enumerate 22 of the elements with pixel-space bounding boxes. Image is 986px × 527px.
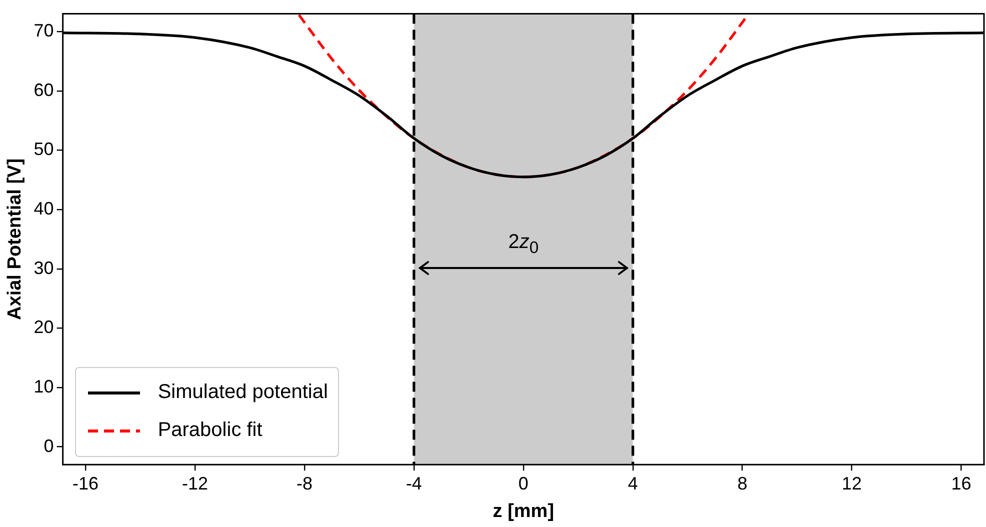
y-tick-label: 20 — [34, 317, 54, 338]
x-tick-label: -4 — [406, 473, 422, 494]
y-tick-label: 0 — [44, 436, 54, 456]
legend-label: Simulated potential — [158, 381, 328, 404]
y-tick-label: 60 — [34, 80, 54, 100]
y-tick-label: 10 — [34, 376, 54, 396]
x-tick-label: -16 — [72, 473, 99, 494]
x-tick-label: 4 — [628, 473, 638, 494]
y-axis-title: Axial Potential [V] — [4, 158, 26, 320]
legend-label: Parabolic fit — [158, 419, 262, 442]
x-tick-label: 0 — [518, 473, 528, 494]
x-tick-label: 8 — [737, 473, 748, 494]
y-tick-label: 50 — [34, 139, 54, 160]
y-tick-label: 30 — [34, 258, 54, 278]
y-tick-label: 40 — [34, 198, 54, 219]
x-tick-label: -8 — [296, 473, 312, 494]
x-tick-label: 12 — [842, 473, 862, 494]
x-tick-label: 16 — [951, 473, 972, 494]
x-axis-title: z [mm] — [492, 500, 554, 522]
annotation: 2z$_{0}$ — [507, 230, 540, 259]
x-tick-label: -12 — [182, 473, 208, 494]
y-tick-label: 70 — [34, 20, 54, 41]
